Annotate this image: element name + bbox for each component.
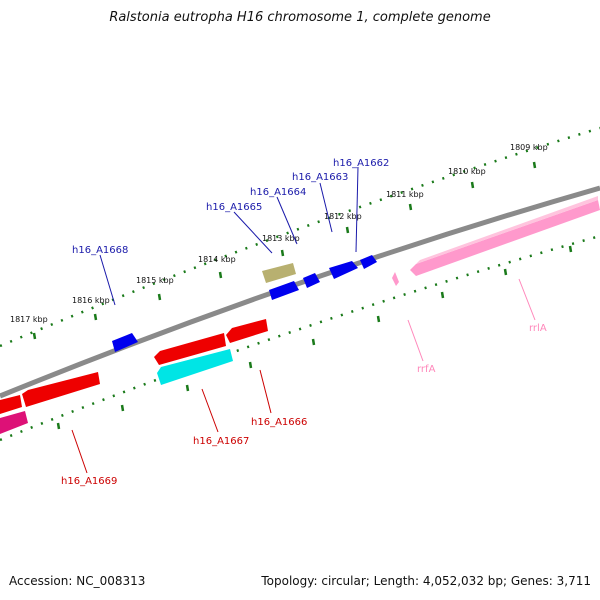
- major-tick: [408, 203, 413, 211]
- kbp-label: 1814 kbp: [198, 255, 236, 264]
- reverse-genes: [0, 319, 268, 434]
- label-h16-a1662: h16_A1662: [333, 158, 389, 169]
- gene-h16-a1667-other: [157, 349, 233, 385]
- accession-text: Accession: NC_008313: [9, 574, 146, 588]
- gene-h16-a1662: [360, 255, 377, 269]
- kbp-label: 1813 kbp: [262, 234, 300, 243]
- major-tick: [311, 338, 316, 346]
- leader-h16-a1669: [71, 429, 88, 474]
- label-h16-a1666: h16_A1666: [251, 417, 307, 428]
- kbp-label: 1815 kbp: [136, 276, 174, 285]
- label-h16-a1665: h16_A1665: [206, 202, 262, 213]
- leader-h16-a1664: [276, 196, 298, 245]
- leader-h16-a1666: [259, 369, 272, 414]
- label-h16-a1663: h16_A1663: [292, 172, 348, 183]
- gene-labels: h16_A1662 h16_A1663 h16_A1664 h16_A1665 …: [61, 158, 547, 487]
- major-tick: [503, 268, 508, 276]
- kbp-label: 1816 kbp: [72, 296, 110, 305]
- chromosome-backbone: [0, 185, 600, 399]
- label-h16-a1668: h16_A1668: [72, 245, 128, 256]
- leader-rrfa: [407, 319, 424, 362]
- gene-h16-a1665-pseudo: [262, 263, 296, 283]
- kbp-labels: 1809 kbp 1810 kbp 1811 kbp 1812 kbp 1813…: [10, 143, 548, 324]
- leader-h16-a1667: [201, 388, 219, 433]
- major-tick: [440, 291, 445, 299]
- label-h16-a1664: h16_A1664: [250, 187, 306, 198]
- gene-h16-a1665: [269, 281, 299, 300]
- rrla-feature: [410, 200, 600, 276]
- genome-summary: Topology: circular; Length: 4,052,032 bp…: [261, 574, 591, 588]
- gene-h16-a1666: [226, 319, 268, 343]
- leader-lines: [71, 166, 536, 474]
- major-tick: [185, 384, 190, 392]
- gene-left-red: [0, 395, 22, 414]
- major-tick: [248, 361, 253, 369]
- rna-features: [392, 196, 600, 286]
- kbp-label: 1812 kbp: [324, 212, 362, 221]
- label-rrla: rrlA: [529, 323, 547, 334]
- kbp-label: 1810 kbp: [448, 167, 486, 176]
- gene-h16-a1667: [154, 333, 226, 365]
- leader-h16-a1663: [319, 182, 333, 233]
- major-tick: [568, 245, 573, 253]
- major-tick: [532, 161, 537, 169]
- label-rrfa: rrfA: [417, 364, 436, 375]
- gene-h16-a1663: [329, 261, 358, 279]
- kbp-label: 1811 kbp: [386, 190, 424, 199]
- leader-h16-a1665: [233, 211, 273, 254]
- major-tick: [120, 404, 125, 412]
- forward-genes: [112, 255, 377, 352]
- map-title: Ralstonia eutropha H16 chromosome 1, com…: [109, 10, 491, 25]
- major-tick: [470, 181, 475, 189]
- major-tick: [56, 422, 61, 430]
- kbp-label: 1809 kbp: [510, 143, 548, 152]
- leader-h16-a1668: [99, 254, 116, 306]
- leader-rrla: [518, 278, 536, 321]
- major-tick: [218, 271, 223, 279]
- inner-scale-track: [0, 234, 600, 442]
- label-h16-a1667: h16_A1667: [193, 436, 249, 447]
- major-tick: [280, 249, 285, 257]
- gene-h16-a1669: [22, 372, 100, 407]
- major-tick: [376, 315, 381, 323]
- label-h16-a1669: h16_A1669: [61, 476, 117, 487]
- major-ticks: [32, 161, 573, 430]
- gene-h16-a1664: [303, 273, 320, 288]
- leader-h16-a1662: [355, 166, 359, 253]
- major-tick: [157, 293, 162, 301]
- kbp-label: 1817 kbp: [10, 315, 48, 324]
- gene-left-magenta: [0, 411, 28, 434]
- major-tick: [93, 313, 98, 321]
- gene-h16-a1668: [112, 333, 138, 352]
- major-tick: [345, 226, 350, 234]
- rrfa-feature: [392, 272, 399, 286]
- rrla-feature-top: [416, 196, 598, 264]
- major-tick: [32, 332, 37, 340]
